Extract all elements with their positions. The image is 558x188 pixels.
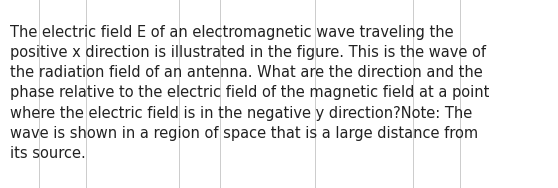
Text: The electric field E of an electromagnetic wave traveling the
positive x directi: The electric field E of an electromagnet… xyxy=(10,25,489,161)
